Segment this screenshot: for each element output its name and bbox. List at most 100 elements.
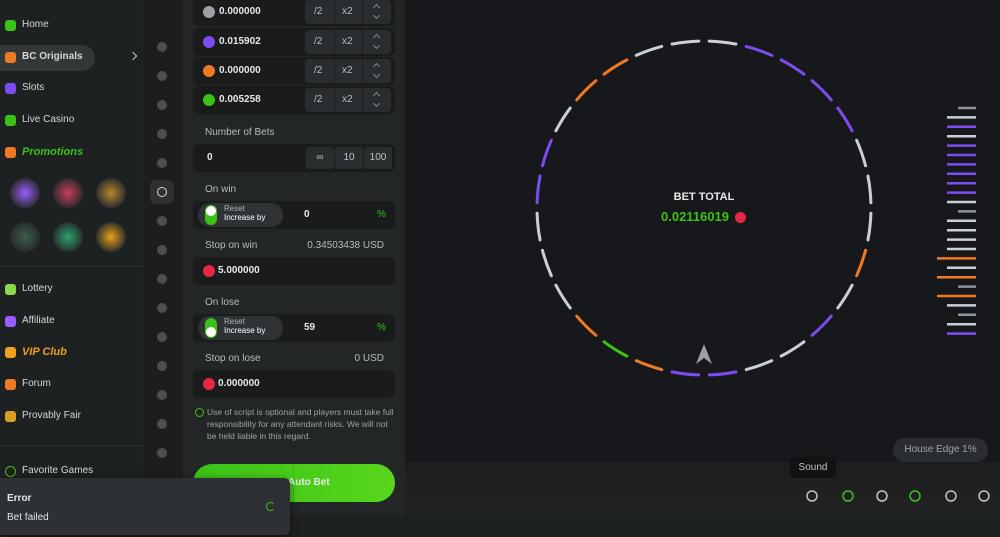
house-edge-pill[interactable]: [893, 438, 988, 462]
ring-segment: [602, 340, 629, 358]
error-toast: [0, 478, 290, 535]
double-label[interactable]: x2: [342, 36, 353, 47]
nav-item[interactable]: Lottery: [22, 283, 53, 294]
ring-segment: [575, 314, 598, 337]
stepper[interactable]: [363, 0, 391, 24]
rail-icon[interactable]: [157, 71, 167, 81]
nav-icon: [5, 315, 16, 327]
ring-segment: [535, 211, 542, 242]
nav-item[interactable]: Affiliate: [22, 314, 55, 326]
nav-item[interactable]: Home: [22, 19, 49, 30]
half-button[interactable]: [305, 30, 334, 54]
double-button[interactable]: [335, 30, 362, 54]
toggle-reset[interactable]: Reset: [224, 204, 245, 213]
house-edge[interactable]: House Edge 1%: [904, 444, 977, 455]
half-button[interactable]: [305, 0, 334, 24]
nav-item[interactable]: Favorite Games: [22, 465, 94, 476]
double-button[interactable]: [335, 59, 362, 83]
option-label[interactable]: 10: [343, 152, 355, 163]
pointer: [696, 344, 712, 364]
input-value: 59: [304, 322, 316, 333]
nav-item[interactable]: Provably Fair: [22, 409, 81, 421]
ring-segment: [866, 174, 873, 205]
bottom-strip: [405, 515, 1000, 537]
rail-icon[interactable]: [157, 303, 167, 313]
ring-segment: [554, 283, 572, 310]
toggle-increase[interactable]: Increase by: [224, 213, 266, 222]
toolbar-icon[interactable]: [945, 490, 957, 502]
rail-icon[interactable]: [157, 245, 167, 255]
double-button[interactable]: [335, 0, 362, 24]
half-button[interactable]: [305, 59, 334, 83]
double-label[interactable]: x2: [342, 65, 353, 76]
half-button[interactable]: [305, 88, 334, 112]
disclaimer: Use of script is optional and players mu…: [207, 407, 394, 441]
usd-value: 0 USD: [354, 353, 384, 364]
coin-icon: [203, 65, 215, 77]
ring-segment: [634, 44, 664, 57]
option-button[interactable]: [364, 147, 392, 169]
toolbar-icon[interactable]: [842, 490, 854, 502]
nav-item[interactable]: Slots: [22, 82, 45, 94]
rail-icon[interactable]: [157, 419, 167, 429]
input: [193, 257, 395, 285]
toggle-reset[interactable]: Reset: [224, 317, 245, 326]
promo-icon[interactable]: [53, 222, 83, 252]
toolbar-icon[interactable]: [876, 490, 888, 502]
option-label[interactable]: ∞: [316, 152, 324, 163]
half-label[interactable]: /2: [314, 94, 323, 105]
rail-icon[interactable]: [157, 129, 167, 139]
toggle-increase[interactable]: Increase by: [224, 326, 266, 335]
rail-icon[interactable]: [157, 158, 167, 168]
stepper[interactable]: [363, 59, 391, 83]
promo-icon[interactable]: [10, 222, 40, 252]
ring-segment: [670, 39, 701, 46]
double-label[interactable]: x2: [342, 94, 353, 105]
toolbar-icon[interactable]: [978, 490, 990, 502]
coin-icon: [203, 6, 215, 18]
promo-icon[interactable]: [96, 222, 126, 252]
half-label[interactable]: /2: [314, 6, 323, 17]
nav-item[interactable]: Forum: [22, 378, 51, 390]
double-label[interactable]: x2: [342, 6, 353, 17]
unit: %: [377, 209, 386, 220]
stepper[interactable]: [363, 30, 391, 54]
half-label[interactable]: /2: [314, 65, 323, 76]
toast-title: Error: [7, 493, 32, 504]
nav-icon: [5, 410, 16, 422]
rail-icon[interactable]: [157, 100, 167, 110]
promo-icon[interactable]: [10, 178, 40, 208]
nav-item[interactable]: Promotions: [22, 145, 84, 158]
auto-bet-label[interactable]: Auto Bet: [288, 477, 330, 488]
half-label[interactable]: /2: [314, 36, 323, 47]
tooltip: [790, 457, 836, 478]
rail-icon[interactable]: [157, 390, 167, 400]
double-button[interactable]: [335, 88, 362, 112]
rail-icon[interactable]: [157, 216, 167, 226]
option-button[interactable]: [335, 147, 363, 169]
toolbar-icon[interactable]: [806, 490, 818, 502]
ring-segment: [575, 79, 598, 102]
toast-spinner: [266, 502, 275, 511]
nav-item[interactable]: VIP Club: [22, 346, 67, 359]
input-value: 0.000000: [218, 378, 260, 389]
nav-item[interactable]: Live Casino: [22, 114, 75, 126]
nav-item[interactable]: BC Originals: [22, 50, 83, 62]
rail-icon[interactable]: [157, 361, 167, 371]
rail-icon[interactable]: [157, 448, 167, 458]
ring-segment: [535, 174, 542, 205]
ring-segment: [810, 314, 833, 337]
rail-icon[interactable]: [157, 332, 167, 342]
rail-icon[interactable]: [157, 187, 167, 197]
toolbar-icon[interactable]: [909, 490, 921, 502]
bet-total-label: BET TOTAL: [673, 191, 735, 203]
promo-icon[interactable]: [96, 178, 126, 208]
stepper[interactable]: [363, 88, 391, 112]
option-button[interactable]: [306, 147, 334, 169]
field-label: On lose: [205, 297, 240, 308]
option-label[interactable]: 100: [369, 152, 387, 163]
rail-icon[interactable]: [157, 42, 167, 52]
nav-icon: [5, 115, 16, 127]
promo-icon[interactable]: [53, 178, 83, 208]
rail-icon[interactable]: [157, 274, 167, 284]
